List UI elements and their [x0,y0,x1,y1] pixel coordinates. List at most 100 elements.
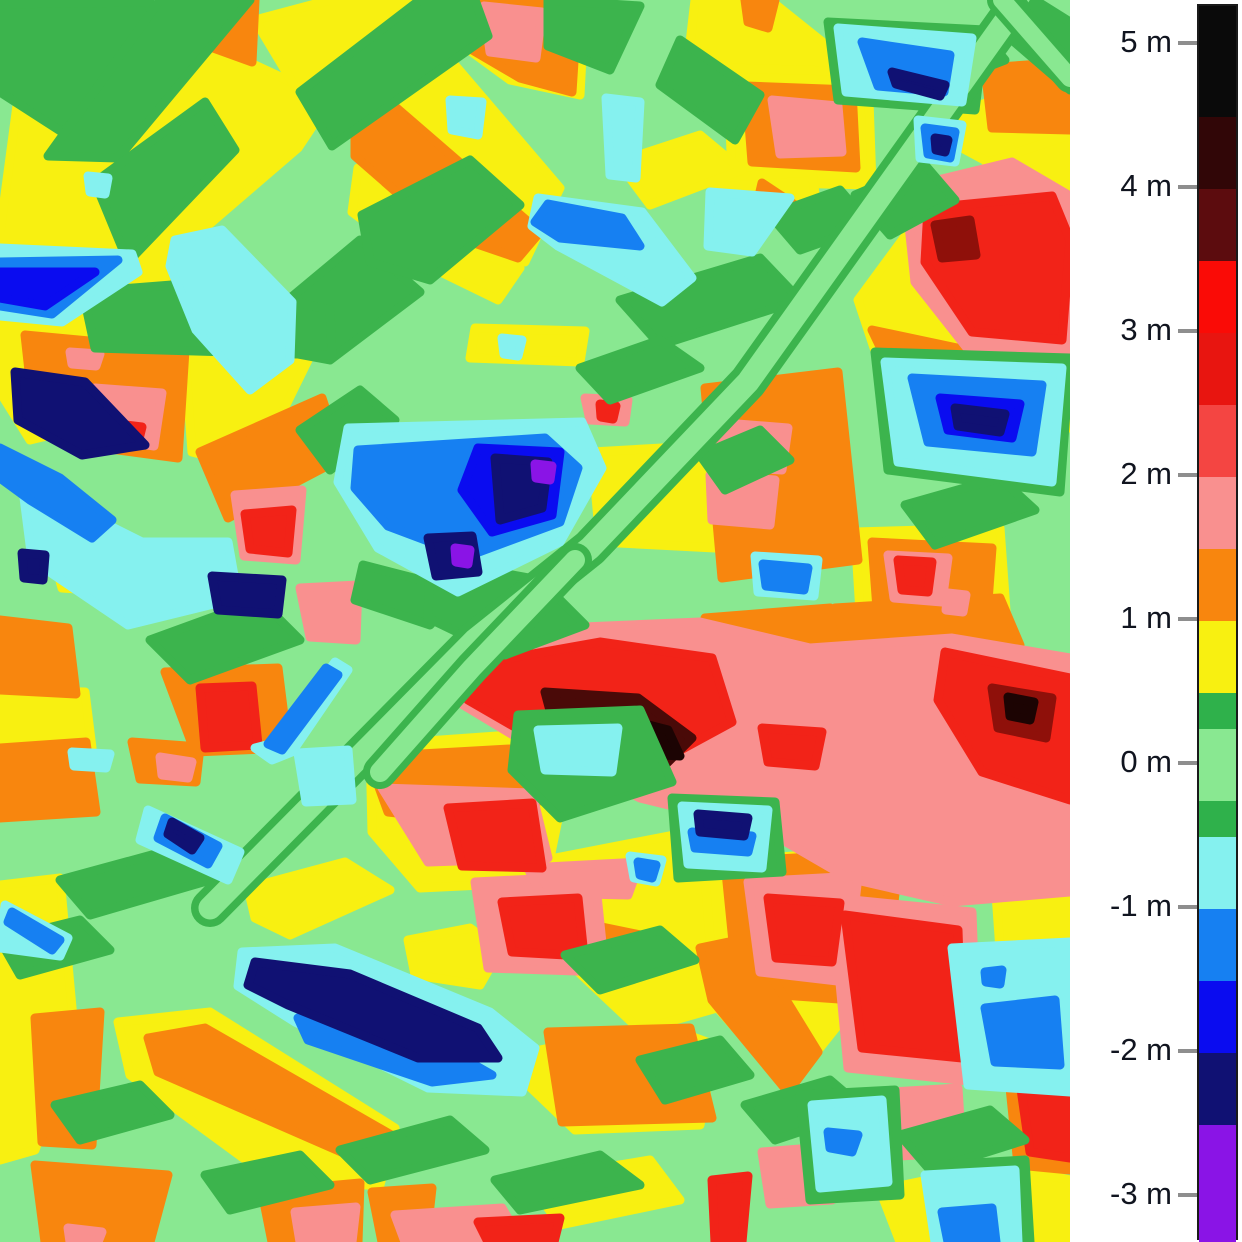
map-patch-cyan [293,745,357,807]
colorbar-segment [1199,909,1236,981]
map-patch-navy [887,67,950,101]
colorbar-segment [1199,1053,1236,1125]
colorbar-tick-label: 5 m [1120,24,1172,59]
map-patch-violet [450,543,475,569]
map-patch-cyan [497,333,527,361]
colorbar-segment [1199,801,1236,837]
map-patch-green [295,0,493,151]
colorbar-tick-label: 3 m [1120,312,1172,347]
colorbar-tick [1178,617,1197,621]
map-patch-green [575,335,705,405]
colorbar-segment [1199,693,1236,729]
map-road [198,0,1024,920]
map-patch-salmon [65,347,105,371]
colorbar-tick [1178,473,1197,477]
map-patch-navy [950,403,1010,437]
map-patch-blue [263,663,343,755]
colorbar-segment [1199,333,1236,405]
map-patch-yellow [243,857,395,940]
colorbar-tick-label: -3 m [1110,1176,1172,1211]
map-patch-orange [0,615,81,699]
map-patch-red [763,893,845,967]
colorbar-tick [1178,761,1197,765]
map-patch-cyan [703,187,795,257]
map-patch-black [1003,692,1039,725]
colorbar-segment [1199,189,1236,261]
map-patch-red [757,723,827,771]
map-road [993,0,1070,87]
colorbar-tick-label: 1 m [1120,600,1172,635]
map-patch-salmon [941,588,971,617]
map-patch-green [357,155,525,285]
map-patch-blue [530,199,645,251]
map-patch-red [497,893,589,961]
colorbar-tick [1178,1193,1197,1197]
map-patch-salmon [295,580,363,645]
colorbar-segment [1199,549,1236,621]
map-road [370,550,585,782]
map-patch-blue [823,1127,863,1157]
map-patch-green [200,1150,335,1215]
map-patch-yellow [465,323,590,367]
map-patch-navy [207,571,287,619]
colorbar-tick-label: -1 m [1110,888,1172,923]
colorbar-segment [1199,405,1236,477]
colorbar-segment [1199,117,1236,189]
elevation-difference-map [0,0,1070,1242]
colorbar-segment [1199,477,1236,549]
colorbar-tick [1178,185,1197,189]
colorbar [1197,4,1238,1242]
map-patch-violet [530,459,557,485]
colorbar-tick [1178,1049,1197,1053]
map-patch-cyan [67,747,115,773]
colorbar-tick [1178,41,1197,45]
map-patch-cyan [165,225,297,395]
map-patch-deepblue [0,267,100,311]
map-patch-red [443,798,547,873]
map-patch-blue [980,965,1007,989]
map-patch-navy [930,133,953,157]
map-patch-darkred [930,215,981,263]
map-patch-navy [693,809,753,841]
colorbar-tick-label: 0 m [1120,744,1172,779]
map-patch-salmon [479,1,547,63]
map-patch-green [695,425,795,495]
colorbar-tick [1178,329,1197,333]
colorbar-tick-label: -2 m [1110,1032,1172,1067]
map-patch-cyan [533,723,623,777]
map-patch-blue [980,995,1065,1070]
map-patch-green [543,0,645,75]
map-patch-green [50,1080,175,1145]
map-patch-green [490,1150,645,1215]
map-patch-green [900,473,1040,550]
map-patch-red [473,1213,565,1242]
map-patch-yellow [613,130,747,210]
map-patch-navy [17,548,50,585]
map-patch-blue [0,443,117,543]
map-patch-green [43,0,255,163]
map-patch-red [707,1171,753,1242]
map-patch-green [335,1115,490,1185]
map-patch-navy [163,817,205,855]
map-patch-blue [3,907,65,955]
map-patch-red [840,910,967,1063]
colorbar-segment [1199,6,1236,117]
colorbar-segment [1199,1125,1236,1242]
colorbar-tick-label: 4 m [1120,168,1172,203]
colorbar-segment [1199,621,1236,693]
map-patch-salmon [767,95,847,159]
map-patch-navy [243,957,503,1063]
map-patch-orange [30,1160,173,1242]
map-patch-green [55,845,215,920]
colorbar-tick-label: 2 m [1120,456,1172,491]
map-patch-blue [758,559,813,595]
map-patch-orange [740,0,780,33]
map-patch-red [240,505,297,558]
map-patch-navy [10,367,150,460]
colorbar-tick [1178,905,1197,909]
map-patch-green [635,1035,755,1105]
map-patch-cyan [445,95,487,140]
map-patch-green [655,35,765,145]
map-patch-green [90,97,240,267]
map-patch-blue [633,857,661,883]
